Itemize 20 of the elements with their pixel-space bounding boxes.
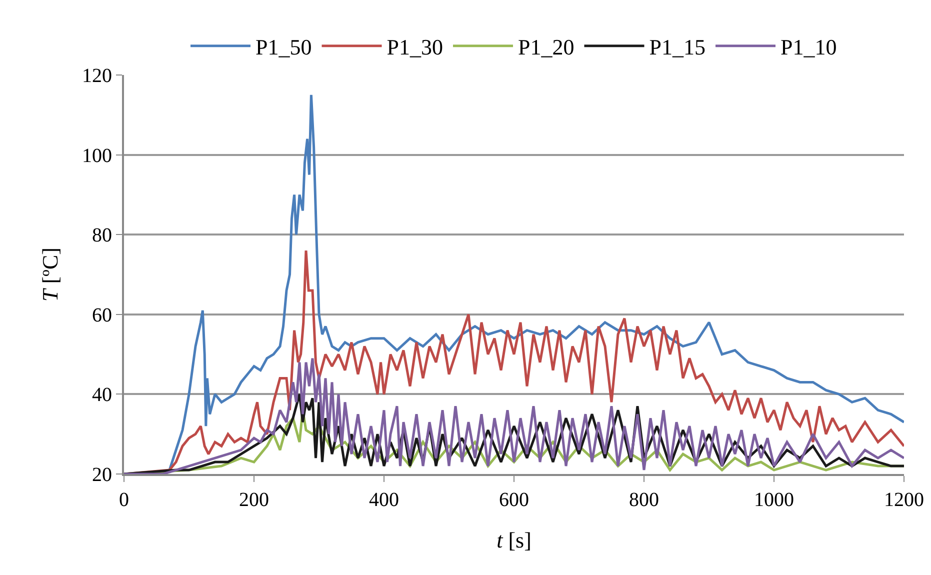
y-tick-label: 120 (82, 65, 112, 87)
y-tick-label: 60 (92, 304, 112, 326)
x-tick-label: 1200 (884, 489, 924, 511)
legend-label: P1_20 (518, 34, 574, 60)
legend-label: P1_10 (780, 34, 837, 60)
legend-label: P1_15 (649, 34, 706, 60)
y-axis-title: T [ºC] (37, 248, 62, 302)
x-tick-label: 800 (629, 489, 659, 511)
legend-label: P1_30 (386, 34, 443, 60)
y-tick-label: 100 (82, 144, 112, 167)
x-tick-label: 0 (119, 489, 129, 511)
y-tick-label: 80 (92, 224, 112, 247)
y-tick-label: 40 (92, 384, 112, 406)
x-axis-title: t [s] (496, 527, 532, 552)
x-tick-label: 400 (369, 489, 399, 511)
x-tick-label: 600 (499, 489, 529, 511)
y-tick-label: 20 (92, 464, 112, 486)
x-tick-label: 200 (239, 489, 269, 511)
x-tick-label: 1000 (754, 489, 794, 511)
legend-label: P1_50 (256, 34, 312, 60)
